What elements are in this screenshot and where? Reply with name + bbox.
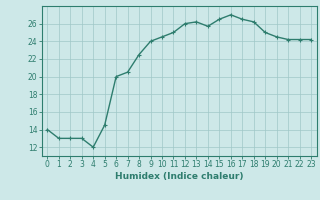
X-axis label: Humidex (Indice chaleur): Humidex (Indice chaleur): [115, 172, 244, 181]
